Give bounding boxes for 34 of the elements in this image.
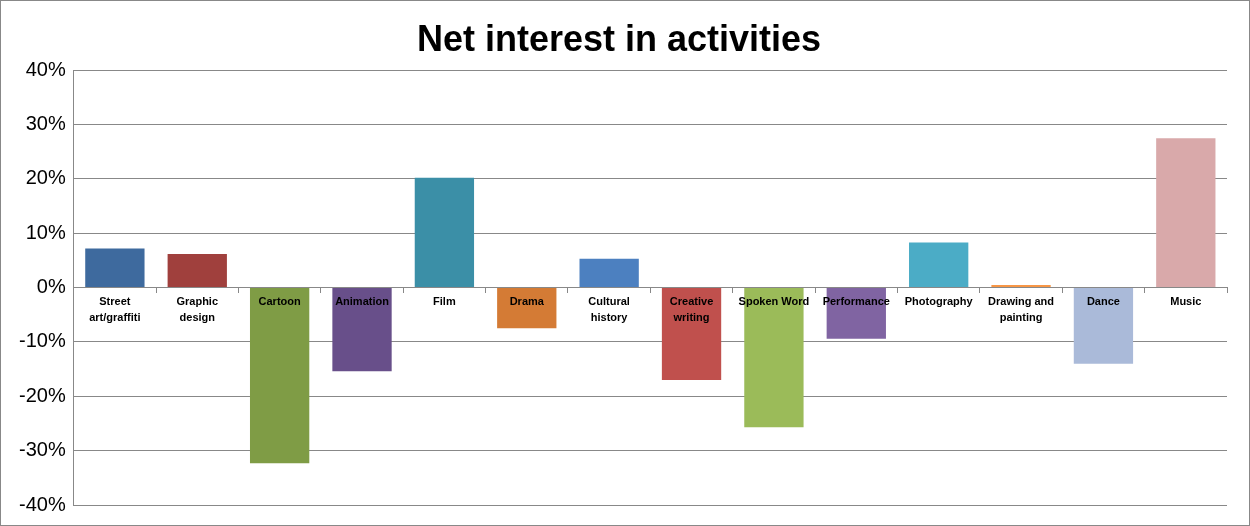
y-tick-label: -40%: [18, 492, 66, 515]
y-tick-label: -10%: [18, 329, 66, 352]
y-tick-label: 0%: [36, 275, 66, 298]
bar: [249, 288, 310, 464]
x-tick-label: Drama: [509, 295, 545, 308]
x-tick-label: Dance: [1086, 295, 1120, 308]
bar: [1156, 138, 1216, 288]
bar: [579, 258, 639, 288]
x-tick-label: Film: [433, 295, 456, 308]
x-tick-label: Music: [1170, 295, 1202, 308]
x-tick-label: Photography: [904, 295, 974, 308]
bar: [497, 288, 557, 329]
y-tick-label: 20%: [25, 166, 66, 189]
x-tick-label: Cartoon: [258, 295, 301, 308]
bar: [991, 284, 1051, 288]
y-tick-label: 30%: [25, 112, 66, 135]
bar: [167, 253, 227, 288]
x-tick-label: Cultural history: [588, 295, 630, 324]
bar: [1073, 288, 1134, 364]
y-tick-label: 40%: [25, 57, 66, 80]
bar: [661, 288, 722, 380]
x-tick-label: Animation: [335, 295, 390, 308]
bar: [85, 248, 145, 288]
y-tick-label: 10%: [25, 220, 66, 243]
x-tick-label: Graphic design: [176, 295, 219, 324]
bar: [909, 242, 969, 288]
x-tick-label: Street art/graffiti: [89, 295, 141, 324]
x-tick-label: Creative writing: [669, 295, 714, 324]
y-tick-label: -20%: [18, 383, 66, 406]
x-tick-label: Drawing and painting: [988, 295, 1055, 324]
bar: [332, 288, 392, 372]
bar: [414, 177, 475, 288]
chart-title: Net interest in activities: [416, 17, 822, 59]
y-tick-label: -30%: [18, 438, 66, 461]
